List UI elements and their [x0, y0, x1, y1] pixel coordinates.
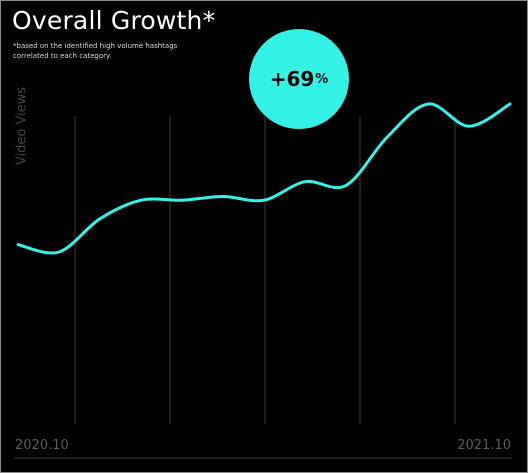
data-point-2021.08 — [426, 102, 430, 106]
data-point-2020.11 — [57, 250, 61, 254]
data-point-2021.06 — [344, 183, 348, 187]
grid-lines — [74, 116, 456, 424]
x-tick-label-end: 2021.10 — [457, 438, 511, 453]
data-point-2021.03 — [221, 195, 225, 199]
growth-unit: % — [315, 71, 329, 87]
growth-value: +69 — [269, 67, 315, 91]
data-point-2021.10 — [508, 102, 512, 106]
series-line — [16, 102, 512, 255]
data-point-2021.09 — [467, 124, 471, 128]
data-point-2020.12 — [98, 217, 102, 221]
data-point-2021.05 — [303, 180, 307, 184]
chart-title: Overall Growth* — [12, 6, 216, 35]
x-tick-label-start: 2020.10 — [15, 438, 69, 453]
data-point-2021.04 — [262, 198, 266, 202]
growth-badge: +69% — [249, 29, 349, 129]
data-point-2021.07 — [385, 135, 389, 139]
chart-subtitle: *based on the identified high volume has… — [13, 42, 178, 60]
data-point-2021.02 — [180, 198, 184, 202]
data-points — [16, 102, 512, 254]
data-point-2020.10 — [16, 243, 20, 247]
data-point-2021.01 — [139, 198, 143, 202]
